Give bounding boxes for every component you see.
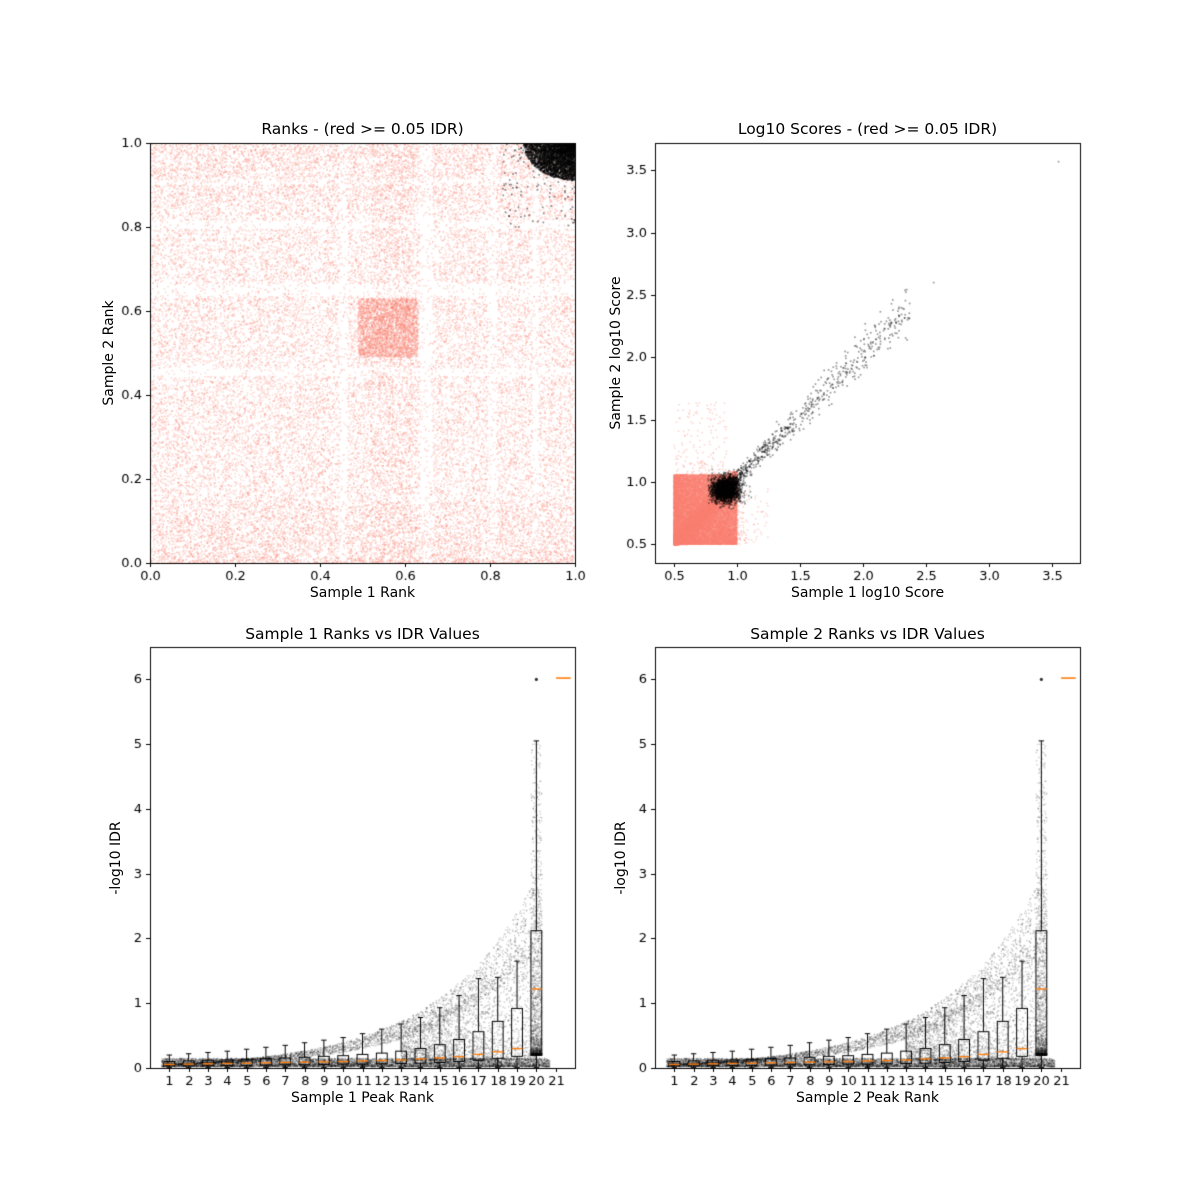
sample1-idr-yaxis-label: -log10 IDR [108,821,124,895]
ranks-plot-title: Ranks - (red >= 0.05 IDR) [261,120,464,138]
sample1-idr-plot-title: Sample 1 Ranks vs IDR Values [245,625,480,643]
scores-xaxis-label: Sample 1 log10 Score [790,585,945,601]
ranks-yaxis-label: Sample 2 Rank [101,300,117,406]
sample2-idr-plot-title: Sample 2 Ranks vs IDR Values [750,625,985,643]
scores-plot-title: Log10 Scores - (red >= 0.05 IDR) [737,120,998,138]
sample2-idr-yaxis-label: -log10 IDR [613,821,629,895]
sample2-idr-xaxis-label: Sample 2 Peak Rank [796,1090,939,1106]
sample1-idr-xaxis-label: Sample 1 Peak Rank [291,1090,434,1106]
ranks-xaxis-label: Sample 1 Rank [309,585,416,601]
scores-yaxis-label: Sample 2 log10 Score [608,276,624,430]
